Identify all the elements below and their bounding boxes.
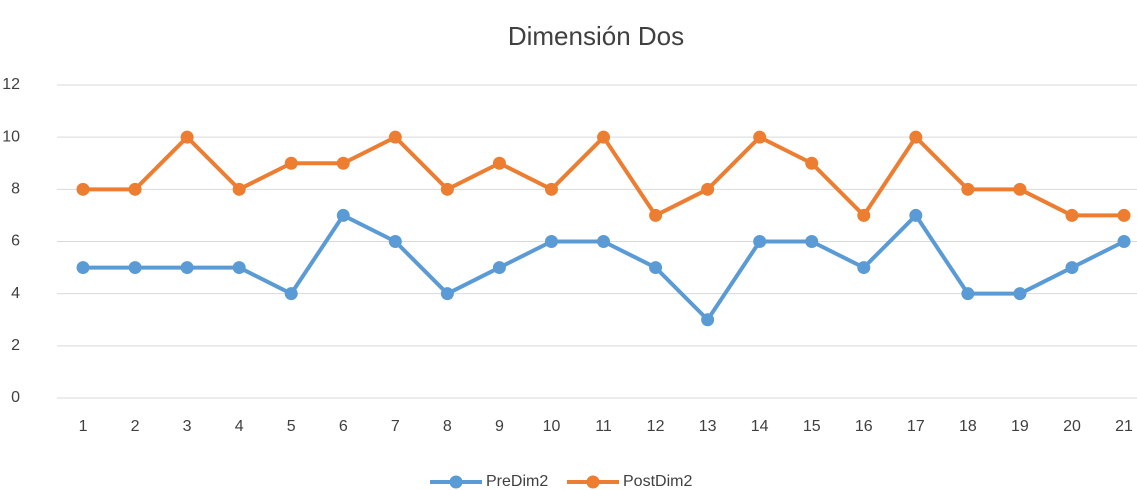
legend-label: PreDim2 (486, 473, 548, 490)
data-point (857, 208, 871, 222)
data-point (597, 130, 611, 144)
data-point (76, 261, 90, 275)
legend-marker (586, 475, 600, 489)
data-point (544, 235, 558, 248)
data-point (909, 130, 923, 144)
x-tick-label: 10 (543, 418, 561, 435)
data-point (1117, 208, 1131, 222)
data-point (909, 208, 923, 222)
data-point (961, 182, 975, 196)
y-tick-label: 6 (11, 233, 20, 250)
x-tick-label: 5 (287, 418, 296, 435)
data-point (336, 156, 350, 170)
x-tick-label: 21 (1115, 418, 1133, 435)
data-point (597, 235, 611, 248)
data-point (232, 182, 246, 196)
x-tick-label: 7 (391, 418, 400, 435)
data-point (180, 130, 194, 144)
x-tick-label: 4 (235, 418, 244, 435)
y-tick-label: 2 (11, 337, 20, 354)
x-tick-label: 12 (647, 418, 665, 435)
x-tick-label: 15 (803, 418, 821, 435)
data-point (284, 156, 298, 170)
x-tick-label: 1 (79, 418, 88, 435)
y-tick-label: 10 (2, 128, 20, 145)
data-point (649, 261, 663, 275)
data-point (857, 261, 871, 275)
data-point (961, 287, 975, 301)
data-point (336, 208, 350, 222)
series-line (83, 135, 1125, 218)
legend-label: PostDim2 (623, 473, 692, 490)
data-point (1065, 208, 1079, 222)
x-tick-label: 20 (1063, 418, 1081, 435)
data-point (1065, 261, 1079, 275)
data-point (1117, 235, 1131, 248)
y-tick-label: 4 (11, 285, 20, 302)
data-point (492, 156, 506, 170)
x-tick-label: 16 (855, 418, 873, 435)
data-point (284, 287, 298, 301)
data-point (1013, 182, 1027, 196)
x-tick-label: 8 (443, 418, 452, 435)
y-tick-label: 12 (2, 76, 20, 93)
x-tick-label: 11 (595, 418, 612, 435)
data-point (649, 208, 663, 222)
x-tick-label: 17 (907, 418, 925, 435)
x-tick-label: 19 (1011, 418, 1029, 435)
data-point (388, 130, 402, 144)
y-tick-label: 0 (11, 389, 20, 406)
data-point (701, 182, 715, 196)
data-point (753, 130, 767, 144)
x-tick-label: 9 (495, 418, 504, 435)
data-point (805, 156, 819, 170)
x-tick-label: 2 (131, 418, 140, 435)
x-tick-label: 18 (959, 418, 977, 435)
data-point (1013, 287, 1027, 301)
data-point (76, 182, 90, 196)
x-tick-label: 13 (699, 418, 717, 435)
data-point (492, 261, 506, 275)
data-point (544, 182, 558, 196)
data-point (805, 235, 819, 248)
data-point (128, 182, 142, 196)
data-point (128, 261, 142, 275)
x-tick-label: 3 (183, 418, 192, 435)
data-point (701, 313, 715, 327)
data-point (440, 182, 454, 196)
data-point (232, 261, 246, 275)
data-point (440, 287, 454, 301)
data-point (388, 235, 402, 248)
chart-title: Dimensión Dos (508, 21, 684, 51)
data-point (753, 235, 767, 248)
y-tick-label: 8 (11, 181, 20, 198)
data-point (180, 261, 194, 275)
legend-marker (449, 475, 463, 489)
x-tick-label: 14 (751, 418, 769, 435)
x-tick-label: 6 (339, 418, 348, 435)
